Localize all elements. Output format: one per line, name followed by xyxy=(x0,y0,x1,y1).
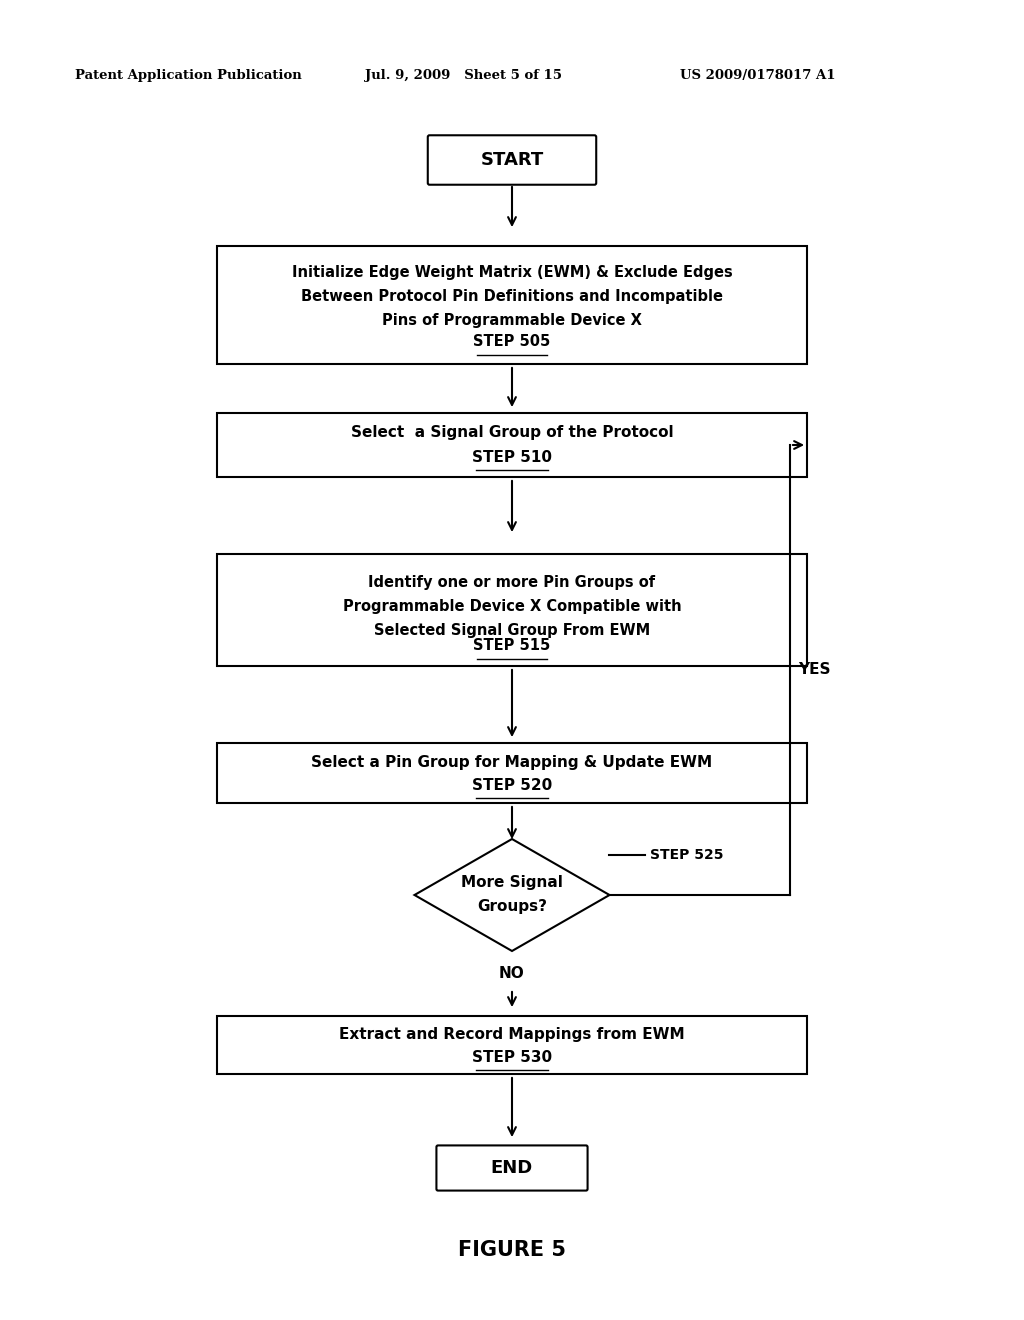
Text: Pins of Programmable Device X: Pins of Programmable Device X xyxy=(382,313,642,327)
Text: Identify one or more Pin Groups of: Identify one or more Pin Groups of xyxy=(369,574,655,590)
FancyBboxPatch shape xyxy=(428,135,596,185)
Text: STEP 505: STEP 505 xyxy=(473,334,551,350)
Text: Selected Signal Group From EWM: Selected Signal Group From EWM xyxy=(374,623,650,638)
Text: Select a Pin Group for Mapping & Update EWM: Select a Pin Group for Mapping & Update … xyxy=(311,755,713,771)
Text: STEP 530: STEP 530 xyxy=(472,1049,552,1064)
Text: Select  a Signal Group of the Protocol: Select a Signal Group of the Protocol xyxy=(350,425,674,441)
Bar xyxy=(217,246,807,364)
Text: Groups?: Groups? xyxy=(477,899,547,913)
Text: STEP 525: STEP 525 xyxy=(650,847,724,862)
Text: US 2009/0178017 A1: US 2009/0178017 A1 xyxy=(680,69,836,82)
Text: STEP 515: STEP 515 xyxy=(473,639,551,653)
Text: NO: NO xyxy=(499,965,525,981)
Text: Jul. 9, 2009   Sheet 5 of 15: Jul. 9, 2009 Sheet 5 of 15 xyxy=(365,69,562,82)
Text: FIGURE 5: FIGURE 5 xyxy=(458,1239,566,1261)
Text: Patent Application Publication: Patent Application Publication xyxy=(75,69,302,82)
Text: END: END xyxy=(490,1159,534,1177)
Text: Initialize Edge Weight Matrix (EWM) & Exclude Edges: Initialize Edge Weight Matrix (EWM) & Ex… xyxy=(292,264,732,280)
Text: YES: YES xyxy=(798,663,830,677)
Text: Extract and Record Mappings from EWM: Extract and Record Mappings from EWM xyxy=(339,1027,685,1043)
Text: More Signal: More Signal xyxy=(461,874,563,890)
Text: STEP 510: STEP 510 xyxy=(472,450,552,465)
Polygon shape xyxy=(415,840,609,950)
FancyBboxPatch shape xyxy=(436,1146,588,1191)
Bar xyxy=(217,743,807,803)
Text: Programmable Device X Compatible with: Programmable Device X Compatible with xyxy=(343,598,681,614)
Text: START: START xyxy=(480,150,544,169)
Text: STEP 520: STEP 520 xyxy=(472,777,552,792)
Bar xyxy=(217,1016,807,1074)
Bar xyxy=(217,413,807,477)
Bar xyxy=(217,554,807,667)
Text: Between Protocol Pin Definitions and Incompatible: Between Protocol Pin Definitions and Inc… xyxy=(301,289,723,304)
